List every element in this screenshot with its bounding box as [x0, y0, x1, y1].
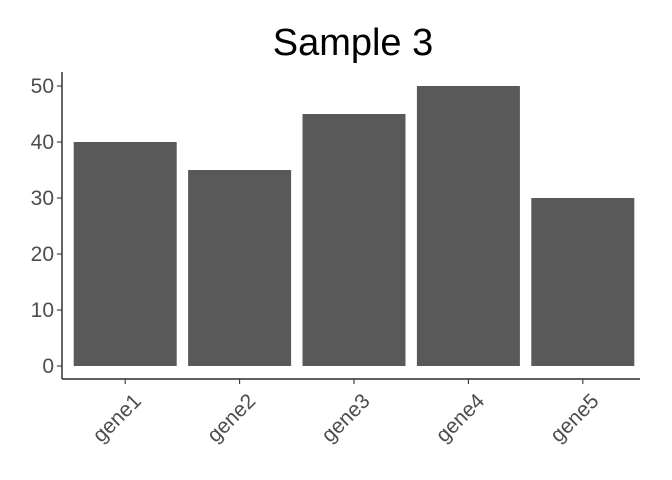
y-tick-label: 0: [42, 355, 54, 378]
x-tick-label: gene3: [317, 389, 375, 447]
y-tick-label: 40: [31, 131, 54, 154]
bar-gene5: [531, 198, 635, 366]
x-tick-label: gene1: [88, 389, 146, 447]
chart-title: Sample 3: [273, 22, 434, 64]
x-axis-ticks: gene1 gene2 gene3 gene4 gene5: [88, 379, 604, 447]
bar-gene3: [302, 114, 406, 366]
bars-layer: [73, 86, 635, 366]
bar-gene2: [188, 170, 292, 366]
y-tick-label: 10: [31, 299, 54, 322]
y-tick-label: 50: [31, 75, 54, 98]
axes-layer: [61, 72, 640, 380]
y-tick-label: 30: [31, 187, 54, 210]
bar-gene1: [73, 142, 177, 366]
y-tick-label: 20: [31, 243, 54, 266]
bar-gene4: [416, 86, 520, 366]
x-tick-label: gene5: [546, 389, 604, 447]
y-axis-ticks: 0 10 20 30 40 50: [31, 75, 62, 378]
x-tick-label: gene4: [432, 389, 490, 447]
x-tick-label: gene2: [203, 389, 261, 447]
